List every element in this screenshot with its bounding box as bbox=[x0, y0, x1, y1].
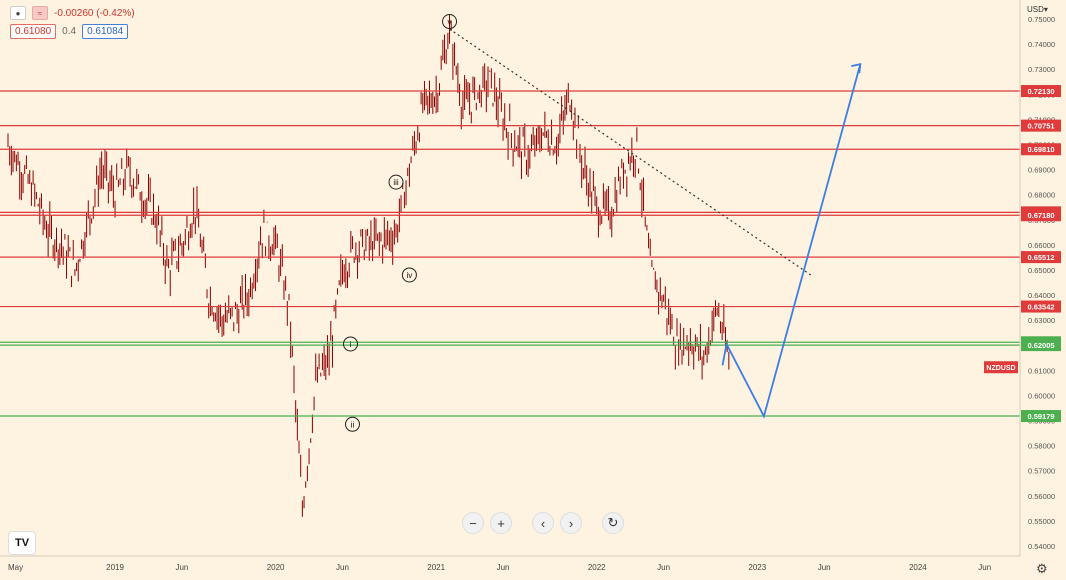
level-price-label: 0.62005 bbox=[1027, 341, 1054, 350]
navigation-controls: − + ‹ › ↻ bbox=[462, 512, 624, 534]
wave-label-circle[interactable] bbox=[442, 14, 458, 30]
price-tick-label: 0.65000 bbox=[1028, 266, 1055, 275]
time-tick-label: Jun bbox=[978, 563, 991, 572]
trendline bbox=[449, 28, 812, 276]
wave-label-circle[interactable] bbox=[388, 174, 404, 190]
price-tick-label: 0.61000 bbox=[1028, 366, 1055, 375]
price-change: -0.00260 (-0.42%) bbox=[54, 7, 135, 19]
time-tick-label: Jun bbox=[336, 563, 349, 572]
time-tick-label: Jun bbox=[497, 563, 510, 572]
tradingview-logo[interactable]: TV bbox=[8, 531, 36, 555]
level-price-label: 0.63542 bbox=[1027, 303, 1054, 312]
projection-arrowhead-icon bbox=[851, 63, 862, 74]
wave-label-text: ii bbox=[351, 420, 355, 429]
wave-label-text: i bbox=[350, 340, 352, 349]
horizontal-levels bbox=[0, 90, 1020, 417]
price-tick-label: 0.68000 bbox=[1028, 191, 1055, 200]
price-tick-label: 0.54000 bbox=[1028, 542, 1055, 551]
price-tick-label: 0.75000 bbox=[1028, 15, 1055, 24]
level-price-label: 0.70751 bbox=[1027, 122, 1054, 131]
price-tick-label: 0.74000 bbox=[1028, 40, 1055, 49]
price-candles bbox=[7, 14, 730, 517]
bid-price-button[interactable]: 0.61080 bbox=[10, 24, 57, 39]
wave-label-text: v bbox=[448, 18, 452, 27]
price-tick-label: 0.69000 bbox=[1028, 166, 1055, 175]
level-price-box bbox=[1021, 300, 1061, 313]
time-axis[interactable]: May 2019 Jun 2020 Jun 2021 Jun 2022 Jun 2023 Jun 20… bbox=[8, 563, 991, 572]
level-price-label: 0.65512 bbox=[1027, 253, 1054, 262]
symbol-tag-box bbox=[984, 361, 1018, 374]
price-tick-label: 0.60000 bbox=[1028, 391, 1055, 400]
currency-selector[interactable]: USD▾ bbox=[1027, 5, 1048, 14]
price-tick-label: 0.55000 bbox=[1028, 517, 1055, 526]
time-tick-label: 2019 bbox=[106, 563, 124, 572]
symbol-tag-label: NZDUSD bbox=[986, 365, 1015, 372]
visibility-toggle-icon[interactable]: ● bbox=[10, 6, 26, 20]
zoom-in-button[interactable]: + bbox=[490, 512, 512, 534]
price-tick-label: 0.64000 bbox=[1028, 291, 1055, 300]
time-tick-label: 2023 bbox=[748, 563, 766, 572]
scroll-right-button[interactable]: › bbox=[560, 512, 582, 534]
time-tick-label: Jun bbox=[175, 563, 188, 572]
scroll-left-button[interactable]: ‹ bbox=[532, 512, 554, 534]
reset-chart-button[interactable]: ↻ bbox=[602, 512, 624, 534]
settings-toggle-icon[interactable]: ≈ bbox=[32, 6, 48, 20]
time-tick-label: 2022 bbox=[588, 563, 606, 572]
dotted-trendline[interactable] bbox=[449, 28, 812, 276]
time-tick-label: 2020 bbox=[267, 563, 285, 572]
level-price-label: 0.59179 bbox=[1027, 412, 1054, 421]
wave-label-circle[interactable] bbox=[401, 267, 417, 283]
time-tick-label: Jun bbox=[657, 563, 670, 572]
projection-path bbox=[721, 63, 862, 419]
price-tick-label: 0.58000 bbox=[1028, 442, 1055, 451]
currency-label: USD bbox=[1027, 5, 1044, 14]
level-price-label: 0.67180 bbox=[1027, 211, 1054, 220]
level-price-box bbox=[1021, 119, 1061, 132]
ask-price-button[interactable]: 0.61084 bbox=[82, 24, 129, 39]
time-tick-label: May bbox=[8, 563, 23, 572]
time-tick-label: 2021 bbox=[427, 563, 445, 572]
time-tick-label: Jun bbox=[818, 563, 831, 572]
wave-label-text: iii bbox=[393, 178, 399, 187]
price-tick-label: 0.63000 bbox=[1028, 316, 1055, 325]
level-price-label: 0.69810 bbox=[1027, 145, 1054, 154]
wave-label-circle[interactable] bbox=[343, 336, 358, 352]
time-tick-label: 2024 bbox=[909, 563, 927, 572]
projection-path-line[interactable] bbox=[721, 63, 862, 419]
gear-icon[interactable]: ⚙ bbox=[1036, 561, 1048, 576]
wave-label-text: iv bbox=[407, 271, 413, 280]
zoom-out-button[interactable]: − bbox=[462, 512, 484, 534]
symbol-tag: NZDUSD bbox=[984, 361, 1018, 374]
price-tick-label: 0.56000 bbox=[1028, 492, 1055, 501]
level-price-box bbox=[1021, 143, 1061, 156]
wave-label-circle[interactable] bbox=[345, 416, 360, 432]
price-tick-label: 0.73000 bbox=[1028, 65, 1055, 74]
level-price-box bbox=[1021, 339, 1061, 352]
level-price-box bbox=[1021, 251, 1061, 264]
price-tick-label: 0.66000 bbox=[1028, 241, 1055, 250]
level-price-box bbox=[1021, 209, 1061, 222]
chevron-down-icon: ▾ bbox=[1043, 5, 1048, 14]
spread-value: 0.4 bbox=[62, 26, 77, 37]
level-price-box bbox=[1021, 410, 1061, 423]
header-bar: ● ≈ -0.00260 (-0.42%) bbox=[10, 6, 135, 20]
level-price-box bbox=[1021, 85, 1061, 98]
level-price-labels: 0.721300.707510.698100.672950.671800.655… bbox=[1021, 85, 1061, 423]
price-tick-label: 0.57000 bbox=[1028, 467, 1055, 476]
level-price-label: 0.72130 bbox=[1027, 87, 1054, 96]
bid-ask-row: 0.61080 0.4 0.61084 bbox=[10, 24, 129, 39]
